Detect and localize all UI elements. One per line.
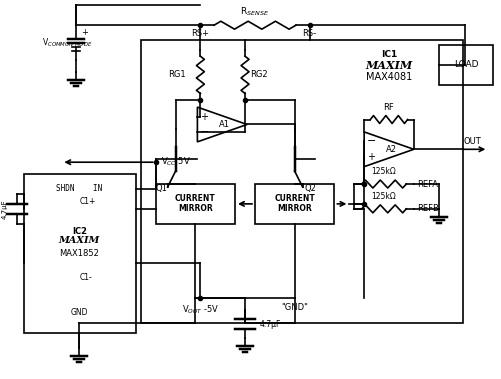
Bar	[438, 45, 492, 85]
Text: "GND": "GND"	[281, 303, 308, 312]
Text: 125kΩ: 125kΩ	[371, 192, 396, 201]
Text: RS+: RS+	[191, 29, 209, 38]
Text: RG1: RG1	[167, 70, 185, 79]
Text: V$_{CC}$ 5V: V$_{CC}$ 5V	[160, 156, 190, 168]
Text: REFB: REFB	[416, 204, 438, 213]
Text: MIRROR: MIRROR	[178, 204, 212, 213]
Text: V$_{OUT}$ -5V: V$_{OUT}$ -5V	[181, 303, 218, 316]
Text: CURRENT: CURRENT	[175, 194, 215, 204]
Text: C1+: C1+	[79, 197, 96, 206]
Text: MIRROR: MIRROR	[277, 204, 312, 213]
Bar	[141, 40, 462, 323]
Text: LOAD: LOAD	[453, 60, 477, 69]
Text: REFA: REFA	[416, 180, 437, 188]
Text: RS-: RS-	[302, 29, 316, 38]
Bar	[155, 184, 234, 224]
Text: MAX1852: MAX1852	[59, 249, 99, 258]
Text: MAXIM: MAXIM	[365, 60, 412, 71]
Text: GND: GND	[70, 308, 88, 317]
Text: C1-: C1-	[79, 273, 92, 282]
Text: Q2: Q2	[304, 184, 316, 193]
Text: −: −	[199, 127, 208, 138]
Text: SHDN    IN: SHDN IN	[56, 184, 102, 193]
Text: IC2: IC2	[72, 227, 87, 236]
Text: 4.7µF: 4.7µF	[260, 319, 281, 329]
Text: +: +	[366, 152, 374, 162]
Text: MAX4081: MAX4081	[365, 72, 411, 82]
Text: +: +	[81, 28, 88, 37]
Text: R$_{SENSE}$: R$_{SENSE}$	[240, 6, 269, 18]
Text: RF: RF	[383, 103, 394, 111]
Text: 125kΩ: 125kΩ	[371, 167, 396, 176]
Text: Q1: Q1	[155, 184, 167, 193]
Text: 4.7µF: 4.7µF	[2, 199, 8, 219]
Text: RG2: RG2	[249, 70, 267, 79]
Text: OUT: OUT	[462, 137, 480, 146]
Text: A1: A1	[218, 120, 229, 129]
Text: IC1: IC1	[380, 50, 396, 59]
Bar	[24, 174, 136, 333]
Text: CURRENT: CURRENT	[274, 194, 315, 204]
Text: +: +	[200, 111, 208, 122]
Text: A2: A2	[385, 145, 396, 154]
Text: MAXIM: MAXIM	[59, 236, 100, 245]
Text: V$_{COMMON\ MODE}$: V$_{COMMON\ MODE}$	[42, 37, 92, 49]
Bar	[255, 184, 334, 224]
Text: −: −	[366, 136, 375, 146]
